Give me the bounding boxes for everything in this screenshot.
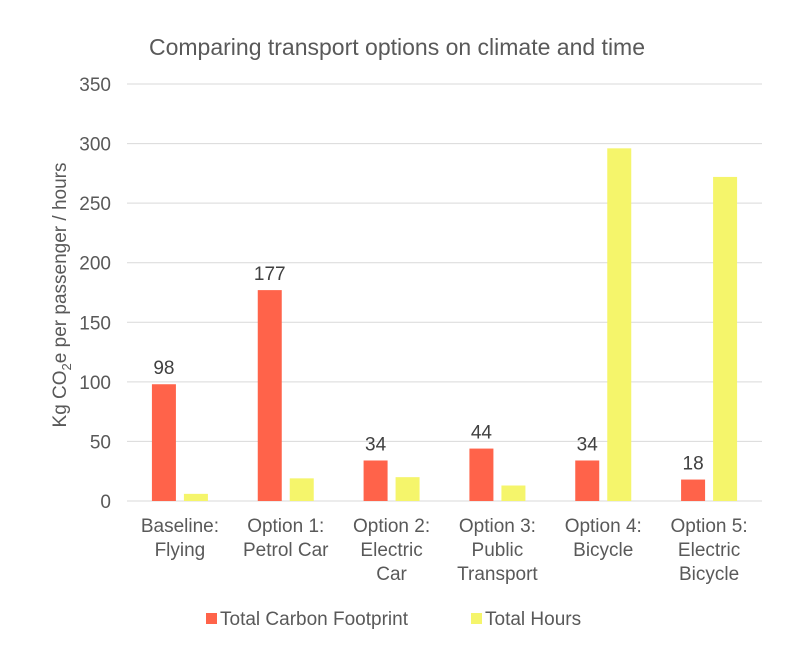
bar-carbon-footprint (257, 290, 282, 501)
y-tick-label: 50 (90, 432, 111, 453)
legend-swatch (471, 613, 482, 624)
data-labels: 98 177 34 44 34 18 (153, 264, 703, 474)
bar-total-hours (183, 493, 208, 501)
x-category-label: Option 1: Petrol Car (243, 516, 329, 561)
y-axis-ticks: 0 50 100 150 200 250 300 350 (79, 75, 111, 513)
y-tick-label: 100 (79, 373, 111, 394)
data-label: 44 (471, 423, 493, 444)
chart-title: Comparing transport options on climate a… (149, 34, 645, 60)
legend-label: Total Hours (485, 609, 581, 630)
legend-carbon-footprint: Total Carbon Footprint (206, 609, 409, 630)
legend-total-hours: Total Hours (471, 609, 581, 630)
x-category-label: Option 2: Electric Car (353, 516, 430, 585)
y-axis-label: Kg CO2e per passenger / hours (50, 163, 74, 428)
bar-carbon-footprint (575, 460, 600, 501)
legend-label: Total Carbon Footprint (220, 609, 409, 630)
y-tick-label: 350 (79, 75, 111, 96)
y-tick-label: 0 (100, 492, 111, 513)
data-label: 34 (577, 434, 599, 455)
y-tick-label: 150 (79, 313, 111, 334)
y-tick-label: 250 (79, 194, 111, 215)
x-category-label: Option 4: Bicycle (565, 516, 642, 561)
bar-total-hours (289, 478, 314, 501)
bar-carbon-footprint (363, 460, 388, 501)
x-category-label: Option 3: Public Transport (457, 516, 538, 585)
x-category-label: Baseline: Flying (141, 516, 219, 561)
legend: Total Carbon Footprint Total Hours (206, 609, 581, 630)
y-tick-label: 200 (79, 254, 111, 275)
y-tick-label: 300 (79, 135, 111, 156)
bar-carbon-footprint (151, 384, 176, 501)
bar-total-hours (713, 176, 738, 501)
gridlines (127, 83, 762, 502)
data-label: 177 (254, 264, 286, 285)
bar-total-hours (395, 477, 420, 501)
bar-total-hours (501, 485, 526, 501)
bar-total-hours (607, 148, 632, 501)
bars (151, 148, 738, 501)
legend-swatch (206, 613, 217, 624)
data-label: 18 (683, 454, 704, 475)
bar-carbon-footprint (469, 448, 494, 501)
data-label: 34 (365, 434, 387, 455)
x-category-label: Option 5: Electric Bicycle (671, 516, 748, 585)
bar-carbon-footprint (681, 479, 706, 501)
data-label: 98 (153, 358, 174, 379)
x-axis-categories: Baseline: Flying Option 1: Petrol Car Option… (141, 516, 748, 585)
